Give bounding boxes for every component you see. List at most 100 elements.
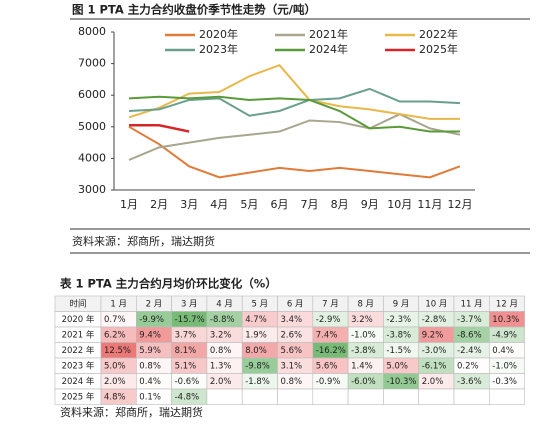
x-tick-label: 11月 bbox=[417, 198, 442, 211]
x-tick-label: 10月 bbox=[387, 198, 412, 211]
table-text: 12 月 bbox=[496, 299, 518, 309]
table-text: 0.4% bbox=[492, 346, 514, 356]
table-text: 4 月 bbox=[216, 299, 233, 309]
table-caption: 表 1 PTA 主力合约月均价环比变化（%） bbox=[59, 277, 277, 291]
table-text: 8 月 bbox=[357, 299, 374, 309]
y-tick-label: 3000 bbox=[78, 183, 106, 196]
table-text: -9.8% bbox=[245, 361, 270, 371]
y-tick-label: 6000 bbox=[78, 88, 106, 101]
series-line bbox=[128, 125, 461, 179]
table-text: 3.2% bbox=[210, 330, 232, 340]
table-text: 2022 年 bbox=[62, 345, 95, 356]
x-tick-label: 8月 bbox=[331, 198, 349, 211]
table-text: 5.0% bbox=[386, 361, 408, 371]
table-text: 8.0% bbox=[245, 346, 267, 356]
table-cell bbox=[206, 388, 243, 405]
table-text: -3.7% bbox=[457, 315, 482, 325]
legend-label: 2025年 bbox=[419, 42, 458, 56]
table-text: 1 月 bbox=[110, 299, 127, 309]
legend-label: 2024年 bbox=[309, 42, 348, 56]
x-tick-label: 7月 bbox=[301, 198, 319, 211]
table-text: 6 月 bbox=[287, 299, 304, 309]
table-text: 3.2% bbox=[351, 315, 373, 325]
table-text: 6.2% bbox=[104, 330, 126, 340]
table-cell bbox=[488, 388, 525, 405]
legend-label: 2023年 bbox=[199, 42, 238, 56]
table-text: 2023 年 bbox=[62, 360, 95, 371]
table-cell bbox=[453, 388, 490, 405]
table-text: 5 月 bbox=[252, 299, 269, 309]
table-cell bbox=[277, 388, 314, 405]
table-text: 4.8% bbox=[104, 392, 126, 402]
table-text: 1.9% bbox=[245, 330, 267, 340]
table-text: 2020 年 bbox=[62, 314, 95, 325]
table-text: 2021 年 bbox=[62, 329, 95, 340]
table-text: 0.8% bbox=[281, 377, 303, 387]
table-text: -1.8% bbox=[245, 377, 270, 387]
series-line bbox=[128, 64, 460, 120]
table-text: 5.6% bbox=[281, 346, 303, 356]
table-text: 2024 年 bbox=[62, 376, 95, 387]
table-text: -1.0% bbox=[492, 361, 517, 371]
table-text: -9.9% bbox=[139, 315, 164, 325]
table-text: -2.8% bbox=[422, 315, 447, 325]
series-line bbox=[128, 87, 461, 117]
table-text: 9.2% bbox=[422, 330, 444, 340]
table-cell bbox=[418, 388, 455, 405]
table-text: 7 月 bbox=[322, 299, 339, 309]
table-text: 4.7% bbox=[245, 315, 267, 325]
table-text: -4.9% bbox=[492, 330, 517, 340]
x-tick-label: 5月 bbox=[240, 198, 258, 211]
table-text: -15.7% bbox=[175, 315, 205, 325]
table-text: -4.8% bbox=[175, 392, 200, 402]
series-line bbox=[128, 113, 461, 161]
table-text: 3.4% bbox=[281, 315, 303, 325]
x-tick-label: 12月 bbox=[447, 198, 472, 211]
table-text: 8.1% bbox=[175, 346, 197, 356]
x-tick-label: 9月 bbox=[361, 198, 379, 211]
legend-label: 2022年 bbox=[419, 27, 458, 41]
table-text: 2025 年 bbox=[62, 391, 95, 402]
table-text: 9.4% bbox=[139, 330, 161, 340]
x-tick-label: 4月 bbox=[210, 198, 228, 211]
table-cell bbox=[312, 388, 349, 405]
table-text: -0.6% bbox=[175, 377, 200, 387]
table-text: 5.9% bbox=[139, 346, 161, 356]
table-text: -6.0% bbox=[351, 377, 376, 387]
series-line bbox=[129, 123, 190, 133]
x-tick-label: 2月 bbox=[150, 198, 168, 211]
table-text: 2.0% bbox=[104, 377, 126, 387]
table-text: 0.8% bbox=[139, 361, 161, 371]
y-tick-label: 5000 bbox=[78, 120, 106, 133]
table-text: 9 月 bbox=[393, 299, 410, 309]
series-line bbox=[128, 95, 460, 133]
table-text: 时间 bbox=[69, 298, 86, 309]
chart-source: 资料来源：郑商所，瑞达期货 bbox=[72, 234, 215, 248]
table-cell bbox=[241, 388, 278, 405]
table-text: -0.9% bbox=[316, 377, 341, 387]
table-text: 2.0% bbox=[422, 377, 444, 387]
table-text: -1.5% bbox=[386, 346, 411, 356]
table-cell bbox=[383, 388, 419, 405]
table-text: 0.1% bbox=[139, 392, 161, 402]
table-text: 2.0% bbox=[210, 377, 232, 387]
table-text: -2.4% bbox=[457, 346, 482, 356]
table-text: 2.6% bbox=[281, 330, 303, 340]
table-text: -1.0% bbox=[351, 330, 376, 340]
legend-label: 2021年 bbox=[309, 27, 348, 41]
table-text: -3.6% bbox=[457, 377, 482, 387]
table-text: -6.1% bbox=[422, 361, 447, 371]
table-text: 0.2% bbox=[457, 361, 479, 371]
table-text: -3.8% bbox=[386, 330, 411, 340]
table-text: -3.8% bbox=[351, 346, 376, 356]
table-text: -3.0% bbox=[422, 346, 447, 356]
table-text: -2.9% bbox=[316, 315, 341, 325]
x-tick-label: 6月 bbox=[270, 198, 288, 211]
table-text: 0.7% bbox=[104, 315, 126, 325]
table-text: 2 月 bbox=[146, 299, 163, 309]
table-text: 5.6% bbox=[316, 361, 338, 371]
table-cell bbox=[347, 388, 384, 405]
table-text: 1.4% bbox=[351, 361, 373, 371]
table-text: 1.3% bbox=[210, 361, 232, 371]
